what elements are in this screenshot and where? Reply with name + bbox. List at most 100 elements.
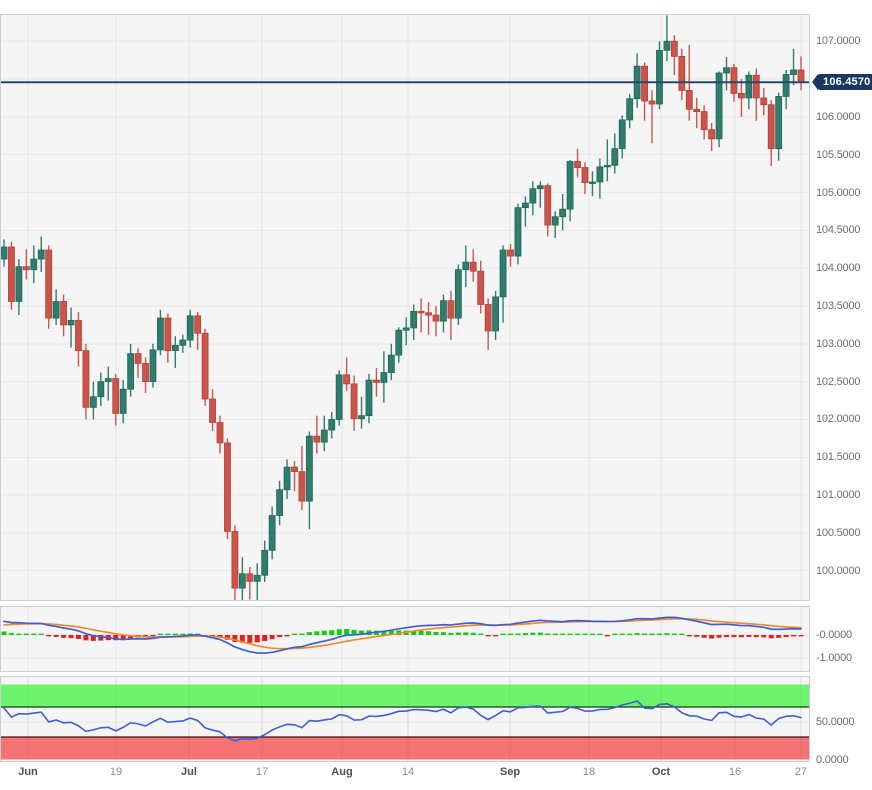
macd-histogram-bar bbox=[634, 633, 640, 635]
candle bbox=[216, 415, 224, 454]
candle bbox=[790, 48, 797, 86]
macd-histogram-bar bbox=[738, 635, 744, 638]
time-axis-label: 17 bbox=[255, 766, 269, 778]
macd-histogram-bar bbox=[8, 633, 14, 635]
price-axis-label: 100.5000 bbox=[816, 526, 861, 539]
macd-axis-label: -1.0000 bbox=[816, 652, 852, 664]
candle bbox=[454, 264, 462, 325]
rsi-axis-label: 0.0000 bbox=[816, 753, 849, 766]
macd-histogram-bar bbox=[165, 633, 171, 635]
candle bbox=[179, 334, 187, 353]
candle bbox=[417, 298, 425, 333]
macd-histogram-bar bbox=[493, 635, 499, 637]
candle bbox=[343, 357, 351, 391]
candle bbox=[589, 171, 596, 197]
macd-histogram-bar bbox=[508, 633, 514, 635]
candle bbox=[171, 336, 179, 369]
macd-histogram-bar bbox=[239, 635, 245, 643]
macd-histogram-bar bbox=[589, 633, 595, 635]
price-axis-label: 104.5000 bbox=[816, 224, 861, 237]
macd-histogram-bar bbox=[46, 635, 52, 637]
candle bbox=[164, 313, 172, 363]
macd-histogram-bar bbox=[388, 630, 394, 635]
rsi-oversold-band bbox=[0, 737, 810, 760]
macd-histogram-bar bbox=[172, 633, 178, 635]
main-chart-panel[interactable] bbox=[0, 14, 810, 601]
macd-histogram-bar bbox=[716, 635, 722, 638]
candle bbox=[492, 290, 500, 341]
price-axis-label: 105.5000 bbox=[816, 148, 861, 161]
macd-histogram-bar bbox=[776, 635, 782, 638]
macd-histogram-bar bbox=[701, 635, 707, 638]
candle bbox=[75, 312, 82, 367]
macd-histogram-bar bbox=[500, 633, 506, 635]
macd-histogram-bar bbox=[664, 633, 670, 635]
macd-histogram-bar bbox=[426, 631, 432, 635]
time-axis-label: 19 bbox=[109, 766, 123, 778]
macd-histogram-bar bbox=[485, 635, 491, 637]
candle bbox=[477, 260, 485, 314]
candle bbox=[15, 259, 23, 316]
macd-histogram-bar bbox=[16, 633, 22, 635]
last-price-value: 106.4570 bbox=[818, 74, 872, 90]
candle bbox=[67, 307, 75, 348]
macd-histogram-bar bbox=[299, 633, 305, 635]
macd-histogram-bar bbox=[448, 632, 454, 635]
candle bbox=[626, 94, 634, 129]
price-axis-label: 103.0000 bbox=[816, 337, 861, 350]
candle bbox=[261, 540, 269, 583]
macd-histogram-bar bbox=[470, 632, 476, 635]
macd-histogram-bar bbox=[262, 635, 268, 642]
time-axis-label: Aug bbox=[331, 766, 353, 778]
candle bbox=[395, 327, 403, 363]
macd-histogram-bar bbox=[649, 633, 655, 635]
candle bbox=[752, 68, 760, 121]
macd-histogram-bar bbox=[679, 633, 685, 635]
candle bbox=[760, 88, 768, 116]
macd-histogram-bar bbox=[746, 635, 752, 637]
macd-histogram-bar bbox=[560, 633, 566, 635]
candle bbox=[22, 249, 30, 280]
time-axis-label: Jun bbox=[18, 766, 38, 778]
price-axis-label: 101.5000 bbox=[816, 451, 861, 464]
macd-histogram-bar bbox=[433, 631, 439, 635]
candle bbox=[134, 348, 142, 378]
candle bbox=[663, 15, 671, 61]
rsi-axis-label: 50.0000 bbox=[816, 716, 855, 728]
candle bbox=[425, 302, 432, 335]
macd-histogram-bar bbox=[627, 633, 633, 635]
macd-histogram-bar bbox=[783, 635, 789, 638]
candle bbox=[8, 241, 15, 310]
badge-arrow-icon bbox=[812, 74, 818, 90]
rsi-panel[interactable] bbox=[0, 676, 810, 762]
candle bbox=[656, 41, 663, 110]
macd-histogram-bar bbox=[671, 633, 677, 635]
candle bbox=[350, 375, 358, 431]
macd-panel[interactable] bbox=[0, 606, 810, 672]
macd-histogram-bar bbox=[604, 635, 610, 637]
candle bbox=[253, 563, 261, 601]
macd-histogram-bar bbox=[597, 633, 603, 635]
macd-histogram-bar bbox=[530, 632, 536, 635]
time-axis-label: 16 bbox=[728, 766, 742, 778]
macd-histogram-bar bbox=[768, 635, 774, 639]
candle bbox=[767, 100, 775, 167]
macd-histogram-bar bbox=[247, 635, 253, 643]
macd-histogram-bar bbox=[440, 632, 446, 635]
macd-histogram-bar bbox=[269, 635, 275, 640]
candle bbox=[611, 133, 619, 174]
macd-histogram-bar bbox=[23, 633, 29, 635]
macd-histogram-bar bbox=[31, 633, 37, 635]
candle bbox=[313, 415, 321, 454]
macd-histogram-bar bbox=[537, 632, 543, 635]
candle bbox=[708, 122, 716, 151]
macd-histogram-bar bbox=[291, 633, 297, 635]
candle bbox=[52, 289, 60, 325]
macd-histogram-bar bbox=[731, 635, 737, 638]
candle bbox=[596, 158, 604, 199]
candlestick-plot bbox=[0, 14, 810, 601]
price-axis-label: 106.0000 bbox=[816, 110, 861, 123]
last-price-badge: 106.4570 bbox=[812, 74, 872, 90]
candle bbox=[529, 181, 537, 216]
